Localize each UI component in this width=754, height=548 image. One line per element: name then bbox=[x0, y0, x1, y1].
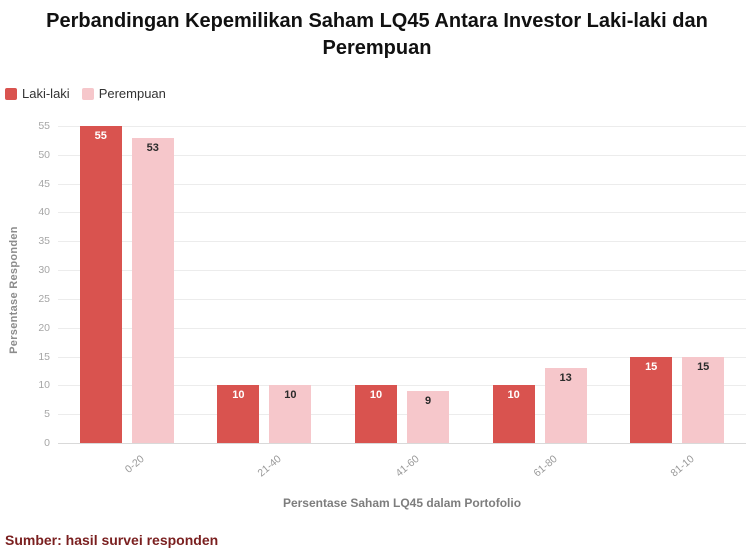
gridline bbox=[58, 327, 746, 329]
bar-value-label: 10 bbox=[284, 389, 297, 402]
gridline bbox=[58, 183, 746, 185]
y-tick-label: 40 bbox=[38, 206, 50, 219]
gridline bbox=[58, 270, 746, 272]
bar-perempuan-21-40 bbox=[269, 385, 312, 443]
bar-value-label: 55 bbox=[94, 130, 107, 142]
bar-value-label: 10 bbox=[232, 389, 245, 402]
gridline bbox=[58, 126, 746, 127]
y-tick-label: 5 bbox=[44, 408, 50, 421]
legend-label: Laki-laki bbox=[22, 86, 70, 101]
bar-value-label: 13 bbox=[559, 372, 572, 385]
legend-item[interactable]: Laki-laki bbox=[5, 86, 70, 101]
gridline bbox=[58, 298, 746, 300]
bar-perempuan-0-20 bbox=[131, 137, 174, 443]
y-tick-label: 0 bbox=[44, 437, 50, 449]
bar-value-label: 10 bbox=[369, 389, 383, 402]
gridline bbox=[58, 385, 746, 387]
bar-laki-laki-61-80 bbox=[492, 385, 535, 443]
bar-perempuan-41-60 bbox=[407, 391, 449, 443]
bar-value-label: 9 bbox=[424, 395, 432, 408]
gridline bbox=[58, 356, 746, 358]
y-tick-label: 45 bbox=[38, 177, 50, 190]
y-tick-label: 35 bbox=[38, 235, 50, 248]
bar-value-label: 10 bbox=[507, 389, 520, 402]
bar-value-label: 15 bbox=[645, 360, 658, 373]
legend-label: Perempuan bbox=[98, 86, 166, 101]
gridline bbox=[58, 154, 746, 156]
clipped-caption: Sumber: hasil survei responden bbox=[5, 532, 219, 548]
bar-laki-laki-41-60 bbox=[355, 385, 397, 443]
legend-swatch-icon bbox=[5, 87, 17, 100]
gridline bbox=[58, 414, 746, 416]
gridline bbox=[58, 241, 746, 243]
bar-laki-laki-81-10 bbox=[630, 356, 673, 443]
bar-laki-laki-0-20 bbox=[79, 126, 122, 443]
gridline bbox=[58, 443, 746, 444]
bar-laki-laki-21-40 bbox=[217, 385, 260, 443]
y-tick-label: 50 bbox=[38, 148, 50, 161]
y-tick-label: 10 bbox=[38, 379, 50, 392]
bar-value-label: 53 bbox=[146, 141, 159, 154]
x-axis-label: Persentase Saham LQ45 dalam Portofolio bbox=[282, 496, 522, 510]
y-tick-label: 55 bbox=[38, 120, 50, 132]
gridline bbox=[58, 212, 746, 214]
legend-swatch-icon bbox=[81, 87, 94, 100]
bar-perempuan-81-10 bbox=[682, 356, 725, 443]
y-tick-label: 25 bbox=[38, 292, 50, 305]
y-tick-label: 20 bbox=[38, 321, 50, 334]
y-tick-label: 30 bbox=[38, 264, 50, 277]
bar-perempuan-61-80 bbox=[544, 368, 587, 443]
bar-value-label: 15 bbox=[697, 360, 710, 373]
y-tick-label: 15 bbox=[38, 350, 50, 363]
legend-item[interactable]: Perempuan bbox=[81, 86, 166, 101]
legend: Laki-laki Perempuan bbox=[5, 86, 166, 101]
chart-title: Perbandingan Kepemilikan Saham LQ45 Anta… bbox=[46, 10, 708, 59]
